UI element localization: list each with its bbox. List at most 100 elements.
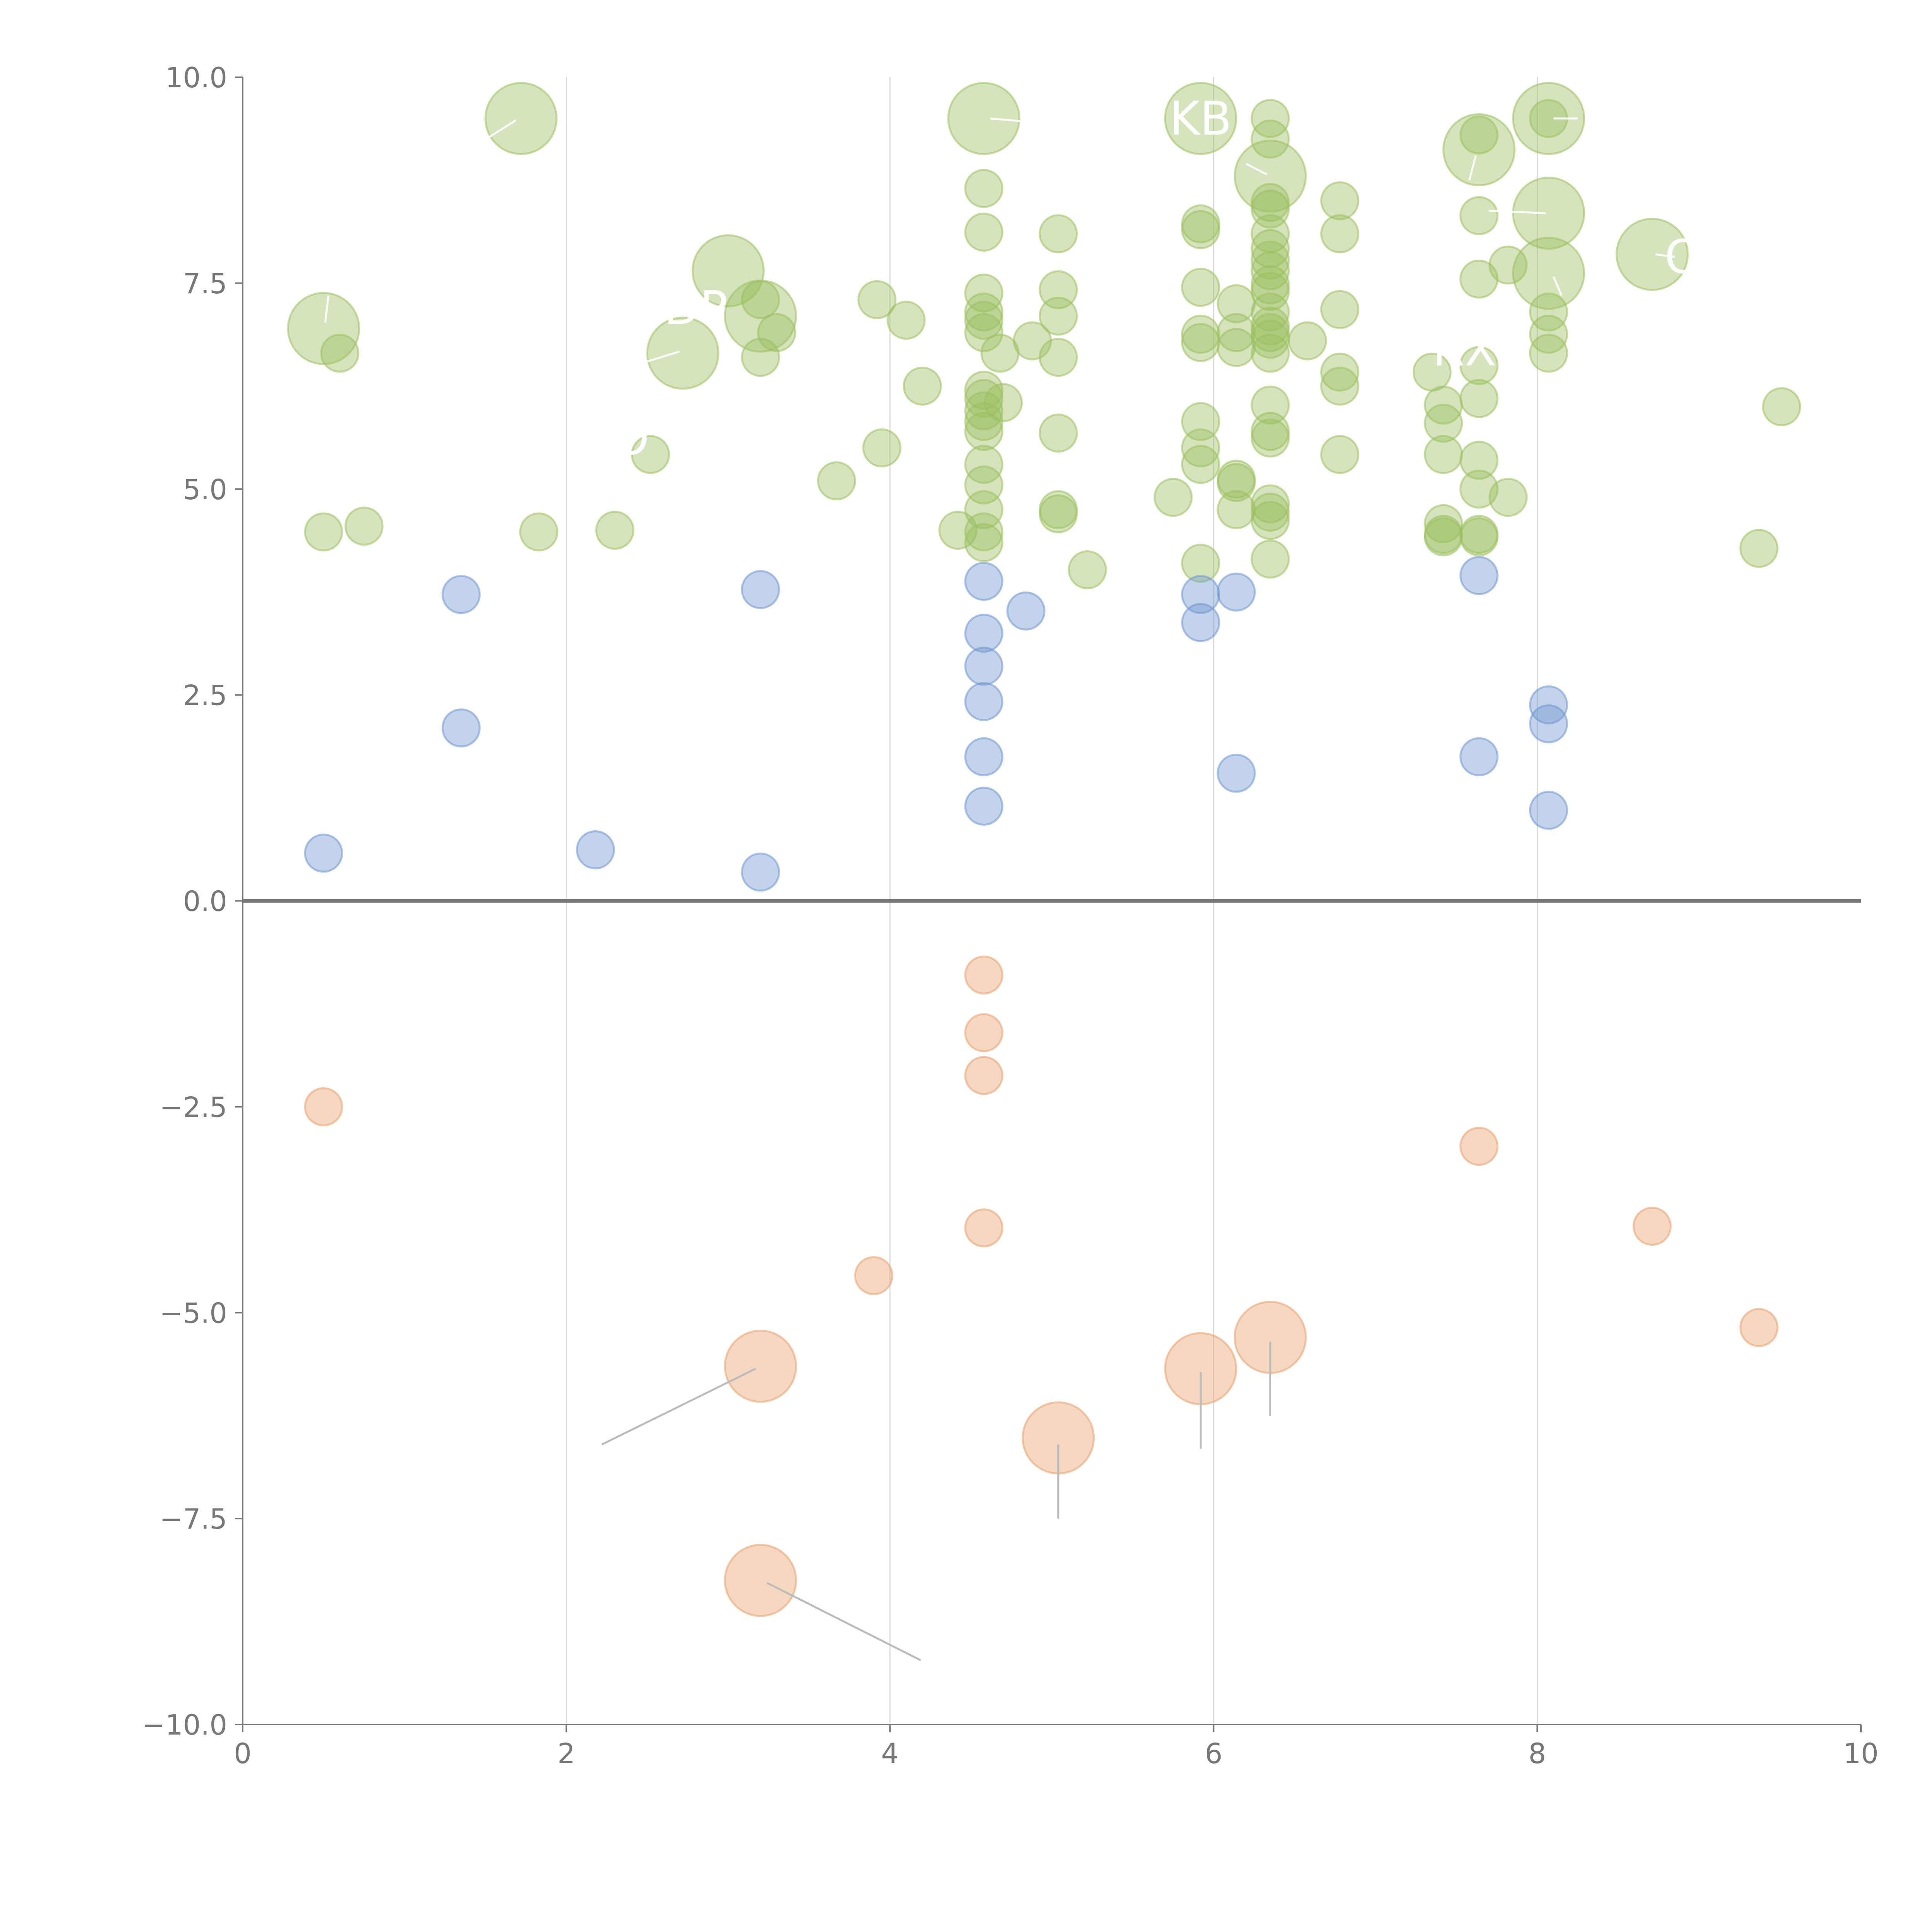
green-point xyxy=(964,523,1003,562)
green-point xyxy=(1216,490,1256,529)
green-point xyxy=(857,280,897,320)
orange-point xyxy=(964,955,1003,995)
green-point xyxy=(1459,115,1499,155)
green-point xyxy=(1288,321,1327,361)
x-tick-label: 10 xyxy=(1843,1737,1879,1770)
orange-point xyxy=(724,1330,797,1403)
leader-line xyxy=(1488,209,1546,214)
blue-point xyxy=(964,682,1003,721)
green-point xyxy=(287,292,360,365)
blue-point xyxy=(1529,791,1568,830)
green-point xyxy=(1423,517,1463,556)
blue-point xyxy=(964,737,1003,776)
blue-point xyxy=(441,575,481,614)
green-point xyxy=(1459,379,1499,418)
axes: 0 2 4 6 8 10 10.0 7.5 5.0 2.5 0.0 −2.5 −5.0 −7.5 −10.0 xyxy=(142,61,1878,1770)
point-labels: KB DP RX O O xyxy=(613,92,1701,466)
green-point xyxy=(817,461,856,500)
blue-point xyxy=(441,708,481,748)
blue-point xyxy=(964,561,1003,601)
green-point xyxy=(1459,196,1499,235)
green-point xyxy=(1442,113,1516,187)
green-point xyxy=(1423,435,1463,474)
blue-point xyxy=(1181,575,1220,614)
green-point xyxy=(1320,181,1359,221)
orange-point xyxy=(1739,1308,1779,1347)
green-point xyxy=(1320,214,1359,253)
green-point xyxy=(1216,313,1256,352)
green-point xyxy=(903,366,942,406)
green-point xyxy=(1039,296,1078,336)
orange-point xyxy=(1459,1127,1499,1166)
blue-point xyxy=(964,786,1003,826)
green-point xyxy=(1616,218,1689,291)
point-label: O xyxy=(1665,231,1701,284)
green-point xyxy=(1181,445,1220,484)
point-label: RX xyxy=(1432,323,1497,376)
green-point xyxy=(484,82,558,155)
orange-point xyxy=(724,1544,797,1617)
green-point xyxy=(1181,210,1220,249)
green-point xyxy=(1250,492,1290,532)
y-tick-label: 7.5 xyxy=(183,267,227,300)
green-point xyxy=(964,445,1003,484)
leader-line xyxy=(647,350,680,362)
green-point xyxy=(1512,82,1585,155)
y-tick-label: 10.0 xyxy=(165,61,227,94)
blue-point xyxy=(964,646,1003,686)
green-point xyxy=(691,234,765,308)
point-label: O xyxy=(613,412,649,466)
green-point xyxy=(1181,268,1220,307)
leader-line xyxy=(1245,163,1268,175)
y-tick-label: −2.5 xyxy=(160,1091,227,1123)
green-point xyxy=(983,383,1023,422)
green-point xyxy=(1250,292,1290,332)
blue-point xyxy=(964,614,1003,653)
green-point xyxy=(1739,529,1779,568)
green-point xyxy=(1423,403,1463,443)
green-point xyxy=(595,510,634,550)
y-tick-label: 2.5 xyxy=(183,679,227,712)
green-point xyxy=(964,490,1003,529)
orange-point xyxy=(854,1256,893,1295)
orange-point xyxy=(1633,1206,1672,1246)
green-point xyxy=(964,391,1003,430)
blue-point xyxy=(1216,753,1256,793)
green-point xyxy=(964,292,1003,332)
y-tick-label: −7.5 xyxy=(160,1503,227,1535)
green-point xyxy=(1233,139,1307,213)
green-point xyxy=(1068,550,1107,590)
point-label: KB xyxy=(1170,92,1232,146)
data-points xyxy=(287,82,1801,1617)
y-tick-label: −10.0 xyxy=(142,1709,227,1741)
green-point xyxy=(1250,272,1290,311)
blue-point xyxy=(304,833,343,873)
leader-line xyxy=(1468,155,1477,181)
green-point xyxy=(1216,463,1256,502)
leader-line xyxy=(1655,253,1675,258)
leader-line xyxy=(1552,276,1563,296)
leader-lines xyxy=(324,117,1675,1661)
green-point xyxy=(1181,323,1220,362)
blue-point xyxy=(741,852,780,892)
green-point xyxy=(724,279,797,353)
green-point xyxy=(964,213,1003,252)
green-point xyxy=(947,82,1020,155)
green-point xyxy=(1039,494,1078,534)
green-point xyxy=(886,301,926,340)
green-point xyxy=(1320,435,1359,474)
orange-point xyxy=(964,1056,1003,1095)
green-point xyxy=(1320,290,1359,329)
x-tick-label: 2 xyxy=(558,1737,575,1770)
green-point xyxy=(1181,315,1220,354)
orange-point xyxy=(304,1087,343,1126)
y-tick-label: 5.0 xyxy=(183,473,227,506)
blue-point xyxy=(1181,603,1220,642)
x-tick-label: 0 xyxy=(234,1737,252,1770)
green-point xyxy=(304,512,343,552)
green-point xyxy=(1512,177,1585,250)
orange-point xyxy=(964,1013,1003,1053)
green-point xyxy=(964,379,1003,418)
green-point xyxy=(1250,99,1290,138)
